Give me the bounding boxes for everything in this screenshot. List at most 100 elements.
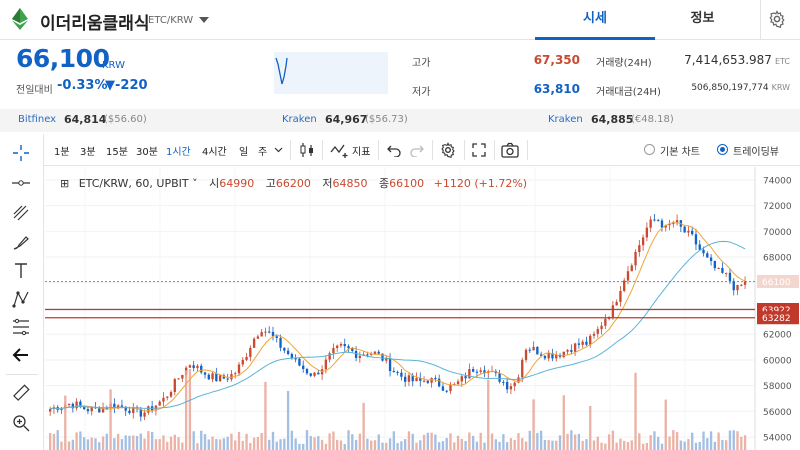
indicator-icon[interactable] [330,142,350,158]
candle-body [551,353,554,359]
tradingview-radio[interactable] [717,144,728,155]
volume-bar [82,437,86,450]
interval-day[interactable]: 일 [239,147,249,158]
candle-body [475,371,479,373]
volume-unit: ETC [774,57,790,66]
tab-info[interactable]: 정보 [690,11,715,26]
ruler-icon[interactable] [10,382,32,404]
candle-body [381,353,384,361]
interval-3m[interactable]: 3분 [80,147,96,158]
candle-body [147,406,150,413]
text-tool-icon[interactable] [10,260,32,282]
fibonacci-icon[interactable] [10,316,32,338]
legend-symbol[interactable]: ETC/KRW, 60, UPBIT [78,177,189,190]
interval-4h[interactable]: 4시간 [202,147,227,158]
volume-bar [188,369,192,450]
candle-body [483,370,486,374]
volume-bar [619,438,622,450]
volume-bar [604,443,607,450]
candle-body [237,364,241,374]
volume-bar [471,435,475,450]
basic-chart-radio[interactable] [644,144,655,155]
candle-body [177,378,180,380]
volume-bar [623,440,626,450]
volume-bar [290,430,294,450]
candle-body [645,227,649,238]
candle-body [592,333,596,336]
crosshair-icon[interactable] [10,142,32,164]
tool-divider [6,374,38,375]
back-arrow-icon[interactable] [10,344,32,366]
candle-body [479,370,482,372]
interval-1m[interactable]: 1분 [54,147,70,158]
horizontal-line-icon[interactable] [10,172,32,194]
interval-week[interactable]: 주 [258,147,268,158]
drawing-toolbar [0,134,44,450]
legend-chevron-down-icon[interactable]: ˅ [192,177,198,190]
candlestick-chart[interactable]: 7400072000700006800066000640006200060000… [45,167,800,450]
volume-bar [592,440,596,450]
fullscreen-icon[interactable] [472,143,486,157]
candle-body [173,379,176,393]
price-chart[interactable]: 7400072000700006800066000640006200060000… [45,167,800,450]
candle-body [82,405,86,410]
camera-icon[interactable] [501,142,519,158]
volume-bar [528,430,531,450]
settings-gear-icon[interactable] [768,10,786,28]
candle-body [347,346,350,349]
legend-low-label: 저 [322,177,333,190]
candle-body [445,390,448,392]
volume-bar [249,443,252,450]
redo-icon[interactable] [410,143,424,157]
volume-bar [143,438,146,450]
trend-lines-icon[interactable] [10,202,32,224]
candle-body [192,365,195,369]
volume-bar [505,442,509,450]
candle-body [67,403,71,405]
indicator-button[interactable]: 지표 [352,147,371,158]
legend-collapse-icon[interactable]: ⊞ [60,177,70,190]
volume-bar [49,433,52,450]
pattern-tool-icon[interactable] [10,288,32,310]
candle-body [396,371,399,373]
exchange-foreign-price: ($56.73) [365,114,408,125]
interval-chevron-down-icon[interactable] [274,147,283,153]
basic-chart-label[interactable]: 기본 차트 [660,147,700,158]
interval-15m[interactable]: 15분 [106,147,128,158]
candle-body [226,378,229,380]
volume-bar [725,440,728,450]
volume-bar [732,430,735,450]
volume-bar [279,439,282,450]
volume-bar [687,439,690,450]
mini-chart [274,52,388,94]
tab-price[interactable]: 시세 [535,0,655,40]
candle-body [120,405,124,407]
candle-body [604,318,607,326]
candle-type-icon[interactable] [299,142,315,158]
volume-bar [445,437,448,450]
volume-bar [611,430,615,450]
volume-bar [67,441,71,450]
brush-icon[interactable] [10,232,32,254]
volume-bar [551,440,554,450]
volume-bar [203,434,207,450]
candle-body [256,336,260,339]
candle-body [158,401,161,406]
interval-30m[interactable]: 30분 [136,147,158,158]
last-price-tag: 66100 [762,278,791,288]
volume-bar [430,432,433,450]
interval-1h[interactable]: 1시간 [166,147,191,158]
undo-icon[interactable] [387,143,401,157]
volume-bar [566,433,569,450]
volume-bar [230,433,233,450]
volume-bar [521,438,524,450]
candle-body [536,346,539,355]
tradingview-label[interactable]: 트레이딩뷰 [733,147,779,158]
zoom-in-icon[interactable] [10,412,32,434]
chart-settings-gear-icon[interactable] [440,142,456,158]
volume-bar [94,438,97,450]
candle-body [596,329,599,334]
candle-body [547,353,550,359]
coin-select-chevron-down-icon[interactable] [199,17,209,23]
volume-bar [721,439,724,450]
